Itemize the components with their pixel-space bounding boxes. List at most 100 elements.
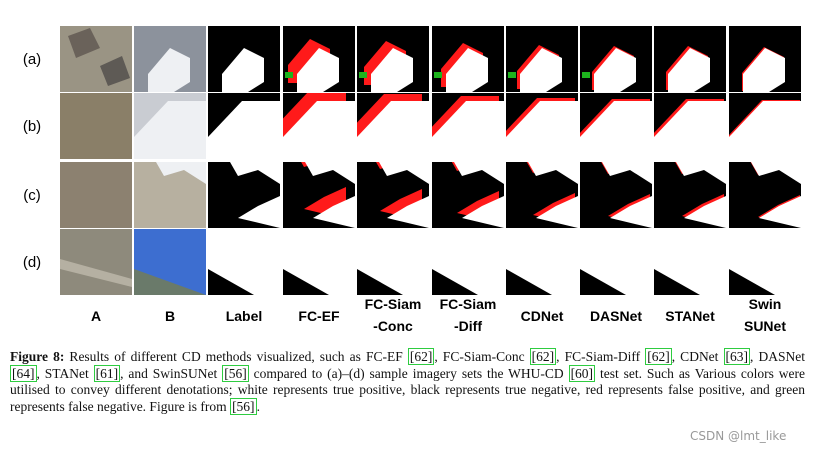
tile xyxy=(654,229,726,295)
tile-content xyxy=(357,162,429,228)
tile xyxy=(283,229,355,295)
tile-content xyxy=(60,93,132,159)
citation[interactable]: [62] xyxy=(645,348,672,365)
tile-content xyxy=(729,162,801,228)
true-positive xyxy=(743,48,785,92)
tile xyxy=(208,229,280,295)
tile xyxy=(60,162,132,228)
true-positive xyxy=(222,48,264,92)
tile xyxy=(283,162,355,228)
road xyxy=(60,259,132,287)
true-positive xyxy=(668,48,710,92)
tile xyxy=(580,229,652,295)
caption-text: compared to (a)–(d) sample imagery sets … xyxy=(248,365,569,381)
true-positive xyxy=(536,196,578,228)
tile-content xyxy=(654,229,726,295)
tile-content xyxy=(357,229,429,295)
true-positive xyxy=(432,101,504,159)
column-label: Label xyxy=(226,308,263,324)
column-label: -Conc xyxy=(373,318,413,334)
true-positive xyxy=(357,162,429,184)
false-negative xyxy=(582,72,590,78)
true-positive xyxy=(283,162,355,184)
tile xyxy=(283,26,355,92)
tile xyxy=(134,162,206,228)
true-positive xyxy=(313,196,355,228)
true-positive xyxy=(432,229,504,295)
tile-content xyxy=(208,93,280,159)
tile-content xyxy=(134,26,206,92)
tile xyxy=(729,229,801,295)
row-label: (c) xyxy=(23,187,41,204)
building xyxy=(134,101,206,159)
caption-text: Results of different CD methods visualiz… xyxy=(64,349,408,364)
caption-text: , FC-Siam-Conc xyxy=(434,349,530,364)
true-positive xyxy=(729,162,801,184)
tile xyxy=(580,26,652,92)
tile xyxy=(134,93,206,159)
true-positive xyxy=(654,229,726,295)
tile xyxy=(654,162,726,228)
true-positive xyxy=(238,196,280,228)
tile-content xyxy=(208,26,280,92)
citation[interactable]: [63] xyxy=(723,348,751,365)
tile xyxy=(357,162,429,228)
tile-content xyxy=(283,26,355,92)
tile xyxy=(283,93,355,159)
true-positive xyxy=(371,48,413,92)
caption-text: , CDNet xyxy=(671,349,724,364)
true-positive xyxy=(729,101,801,159)
true-positive xyxy=(283,229,355,295)
tile-content xyxy=(654,26,726,92)
tile-content xyxy=(134,162,206,228)
tile-content xyxy=(432,229,504,295)
true-positive xyxy=(208,101,280,159)
true-positive xyxy=(684,196,726,228)
tile-content xyxy=(432,26,504,92)
tile-content xyxy=(208,229,280,295)
watermark: CSDN @lmt_like xyxy=(690,429,787,443)
citation[interactable]: [62] xyxy=(407,348,435,365)
tile-content xyxy=(729,26,801,92)
citation[interactable]: [64] xyxy=(10,364,37,382)
true-positive xyxy=(446,48,488,92)
true-positive xyxy=(580,101,652,159)
true-positive xyxy=(462,196,504,228)
citation[interactable]: [61] xyxy=(93,364,121,382)
tile-content xyxy=(506,229,578,295)
caption-label: Figure 8: xyxy=(10,349,65,364)
citation[interactable]: [56] xyxy=(230,397,257,415)
roof xyxy=(100,56,130,86)
tile xyxy=(134,229,206,295)
true-positive xyxy=(283,101,355,159)
false-negative xyxy=(359,72,367,78)
tile-content xyxy=(506,26,578,92)
true-positive xyxy=(432,162,504,184)
true-positive xyxy=(759,196,801,228)
tile xyxy=(208,26,280,92)
tile-content xyxy=(283,229,355,295)
true-positive xyxy=(654,162,726,184)
true-positive xyxy=(610,196,652,228)
column-label: -Diff xyxy=(454,318,482,334)
caption-text: , DASNet xyxy=(750,349,805,364)
true-positive xyxy=(208,229,280,295)
true-positive xyxy=(387,196,429,228)
caption-text: , FC-Siam-Diff xyxy=(556,349,646,364)
true-positive xyxy=(506,162,578,184)
row-label: (d) xyxy=(23,254,41,271)
citation[interactable]: [56] xyxy=(222,364,249,382)
column-label: STANet xyxy=(665,308,715,324)
column-label: FC-EF xyxy=(298,308,340,324)
citation[interactable]: [60] xyxy=(568,364,596,382)
building xyxy=(148,48,190,92)
caption-text: . xyxy=(256,398,260,414)
tile xyxy=(432,162,504,228)
tile-content xyxy=(60,26,132,92)
tile xyxy=(208,162,280,228)
citation[interactable]: [62] xyxy=(529,348,557,365)
true-positive xyxy=(520,48,562,92)
image-a xyxy=(60,162,132,228)
true-positive xyxy=(357,229,429,295)
